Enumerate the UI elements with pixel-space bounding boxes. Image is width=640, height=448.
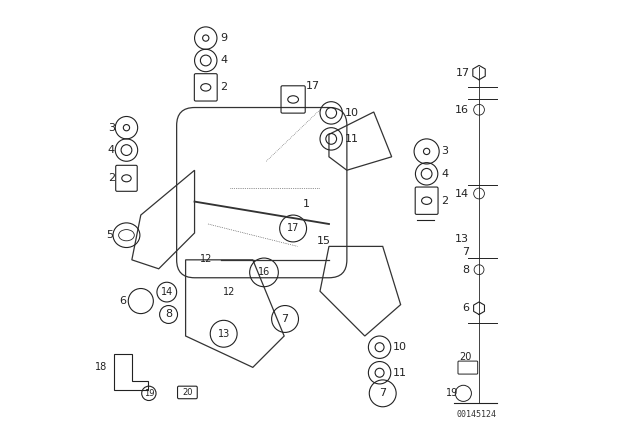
Text: 11: 11 (345, 134, 359, 144)
Text: 2: 2 (221, 82, 228, 92)
Text: 10: 10 (345, 108, 359, 118)
Text: 17: 17 (287, 224, 300, 233)
Text: 6: 6 (462, 303, 469, 313)
Text: 18: 18 (95, 362, 108, 372)
Text: 7: 7 (282, 314, 289, 324)
Text: 17: 17 (456, 68, 470, 78)
Text: 00145124: 00145124 (457, 410, 497, 419)
Text: 12: 12 (223, 287, 236, 297)
Text: 4: 4 (441, 169, 448, 179)
Text: 10: 10 (393, 342, 407, 352)
Text: 3: 3 (441, 146, 448, 156)
Text: 4: 4 (221, 56, 228, 65)
Text: 1: 1 (303, 199, 310, 209)
Text: 19: 19 (143, 389, 154, 398)
Text: 7: 7 (462, 247, 469, 257)
Text: 9: 9 (221, 33, 228, 43)
Text: 16: 16 (455, 105, 468, 115)
Text: 6: 6 (120, 296, 127, 306)
Text: 8: 8 (462, 265, 469, 275)
Text: 13: 13 (455, 234, 469, 244)
Text: 15: 15 (316, 236, 330, 246)
Text: 20: 20 (459, 352, 471, 362)
Text: 12: 12 (200, 254, 212, 264)
Text: 3: 3 (108, 123, 115, 133)
Text: 7: 7 (379, 388, 387, 398)
Text: 13: 13 (218, 329, 230, 339)
Text: 5: 5 (106, 230, 113, 240)
Text: 17: 17 (306, 81, 320, 91)
Text: 20: 20 (182, 388, 193, 396)
Text: 19: 19 (445, 388, 458, 398)
Text: 2: 2 (108, 173, 115, 183)
Text: 8: 8 (165, 310, 172, 319)
Text: 2: 2 (441, 196, 448, 206)
Text: 11: 11 (393, 368, 407, 378)
Text: 14: 14 (454, 189, 468, 198)
Text: 4: 4 (108, 145, 115, 155)
Text: 14: 14 (161, 287, 173, 297)
Text: 16: 16 (258, 267, 270, 277)
